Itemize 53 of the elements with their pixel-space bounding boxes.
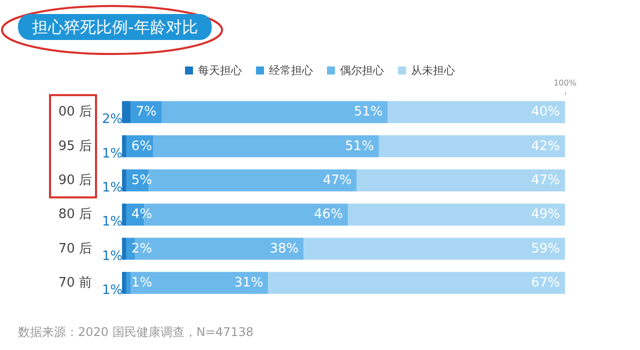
source-note: 数据来源：2020 国民健康调查，N=47138	[18, 325, 254, 339]
data-label: 59%	[531, 241, 560, 256]
y-tick-label: 80 后	[58, 207, 92, 222]
bar	[162, 101, 388, 124]
bar	[304, 238, 565, 260]
bar	[122, 204, 126, 226]
data-label: 51%	[345, 138, 374, 154]
data-label: 1%	[102, 282, 123, 298]
chart-title: 担心猝死比例-年龄对比	[32, 18, 198, 36]
data-label: 31%	[234, 275, 264, 290]
y-tick-label: 00 后	[58, 104, 92, 120]
y-tick-label: 90 后	[58, 172, 92, 188]
data-label: 1%	[131, 275, 152, 290]
data-label: 67%	[531, 275, 560, 290]
bar	[130, 272, 268, 294]
bar	[122, 101, 131, 124]
bar	[388, 101, 565, 124]
x-tick-label: 100%	[554, 78, 577, 88]
y-tick-label: 70 前	[58, 275, 92, 290]
data-label: 49%	[531, 207, 560, 222]
bar	[378, 135, 565, 158]
bar	[122, 135, 126, 158]
data-label: 47%	[531, 172, 560, 188]
bar	[126, 272, 131, 294]
data-label: 5%	[131, 172, 152, 188]
data-label: 1%	[102, 180, 123, 196]
data-label: 1%	[102, 248, 123, 264]
data-label: 1%	[102, 146, 123, 162]
data-label: 46%	[314, 207, 343, 222]
data-label: 1%	[102, 214, 123, 230]
data-label: 47%	[322, 172, 352, 188]
bar	[122, 272, 126, 294]
data-label: 42%	[531, 138, 560, 154]
legend-label: 偶尔担心	[340, 64, 384, 77]
bar	[153, 135, 379, 158]
data-label: 40%	[531, 104, 560, 120]
data-label: 4%	[131, 207, 152, 222]
data-label: 6%	[131, 138, 152, 154]
bar	[122, 238, 126, 260]
y-tick-label: 70 后	[58, 241, 92, 256]
y-tick-label: 95 后	[58, 138, 92, 154]
data-label: 2%	[102, 112, 123, 128]
bar	[268, 272, 565, 294]
legend-label: 从未担心	[411, 64, 455, 77]
data-label: 38%	[270, 241, 299, 256]
legend-label: 经常担心	[269, 64, 313, 77]
bar	[356, 169, 565, 192]
bar	[122, 169, 126, 192]
data-label: 51%	[354, 104, 383, 120]
legend-label: 每天担心	[198, 64, 242, 77]
data-label: 7%	[136, 104, 156, 120]
bar	[348, 204, 565, 226]
data-label: 2%	[131, 241, 152, 256]
